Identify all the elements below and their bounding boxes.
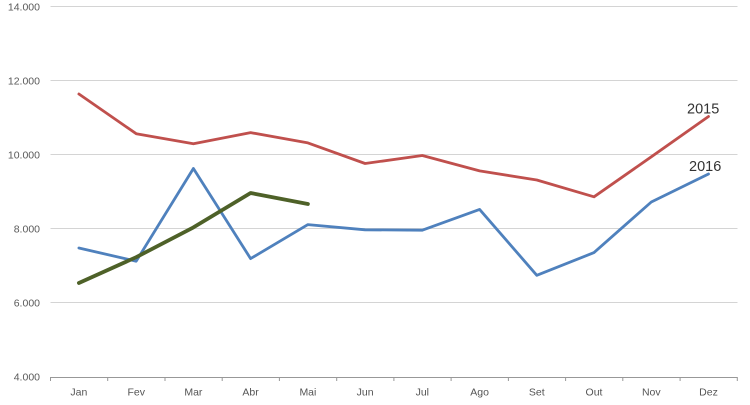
svg-text:Jul: Jul	[416, 387, 429, 399]
svg-text:Dez: Dez	[699, 387, 718, 399]
svg-text:8.000: 8.000	[14, 224, 40, 236]
svg-text:Mai: Mai	[299, 387, 316, 399]
svg-text:Mar: Mar	[184, 387, 203, 399]
svg-text:Ago: Ago	[470, 387, 489, 399]
svg-text:Out: Out	[586, 387, 603, 399]
svg-text:Nov: Nov	[642, 387, 661, 399]
svg-text:Fev: Fev	[127, 387, 145, 399]
svg-text:Abr: Abr	[242, 387, 259, 399]
svg-text:12.000: 12.000	[8, 76, 40, 88]
svg-text:10.000: 10.000	[8, 150, 40, 162]
svg-text:2016: 2016	[689, 159, 721, 175]
svg-text:Set: Set	[529, 387, 545, 399]
svg-text:4.000: 4.000	[14, 372, 40, 384]
svg-text:Jan: Jan	[70, 387, 87, 399]
svg-text:2015: 2015	[687, 102, 719, 118]
svg-text:14.000: 14.000	[8, 2, 40, 14]
svg-text:Jun: Jun	[357, 387, 374, 399]
svg-text:6.000: 6.000	[14, 298, 40, 310]
